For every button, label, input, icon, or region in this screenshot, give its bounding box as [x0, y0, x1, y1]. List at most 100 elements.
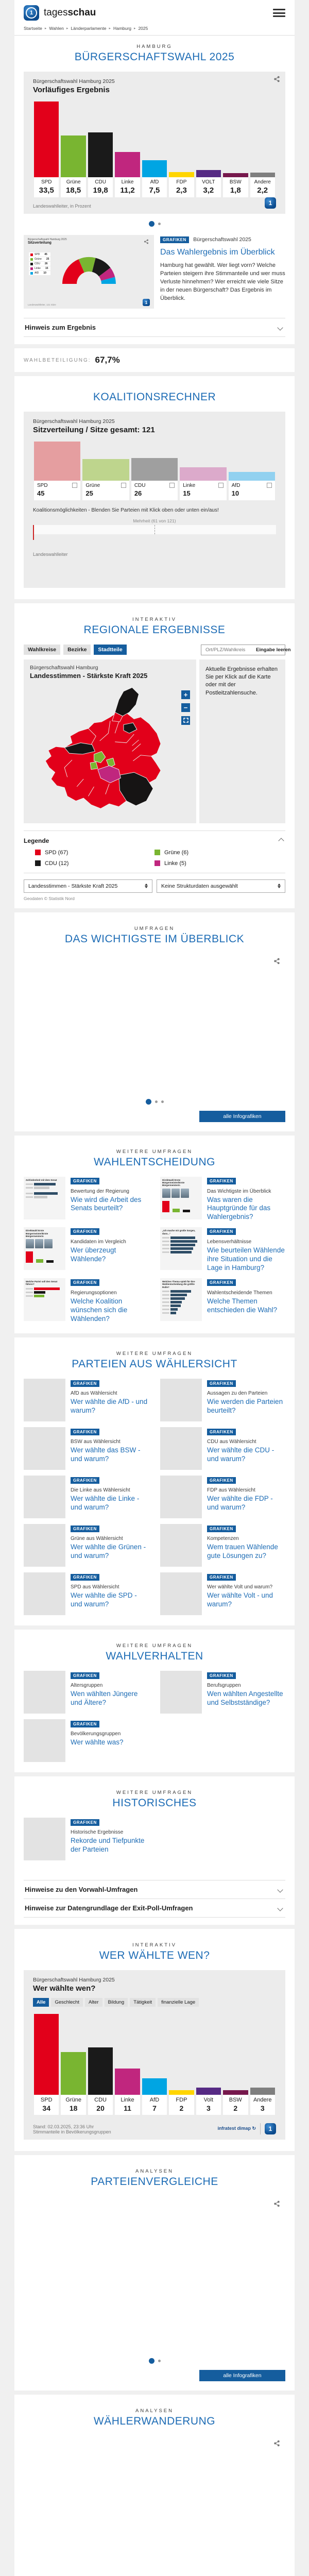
- breadcrumb-item[interactable]: Länderparlamente: [71, 26, 107, 31]
- party-checkbox[interactable]: [121, 483, 126, 488]
- bar-column[interactable]: BSW 2: [223, 2090, 248, 2115]
- breadcrumb-item[interactable]: Startseite: [24, 26, 42, 31]
- structure-data-select[interactable]: Keine Strukturdaten ausgewählt: [157, 879, 285, 893]
- tagesschau-logo[interactable]: 1 tagesschau: [24, 5, 96, 21]
- tab-geschlecht[interactable]: Geschlecht: [51, 1998, 83, 2007]
- teaser-card[interactable]: GRAFIKEN Wer wählte Volt und warum? Wer wä…: [160, 1572, 285, 1616]
- bar-column[interactable]: SPD 34: [34, 2014, 59, 2115]
- tab-alle[interactable]: Alle: [33, 1998, 49, 2007]
- teaser-card[interactable]: GRAFIKEN Altersgruppen Wen wählten Jüngere…: [24, 1671, 149, 1714]
- share-icon[interactable]: [273, 958, 280, 964]
- map-tab-stadtteile[interactable]: Stadtteile: [94, 645, 127, 655]
- teaser-headline[interactable]: Wer wählte das BSW - und warum?: [71, 1446, 141, 1463]
- carousel-dot[interactable]: [154, 1100, 158, 1103]
- koalition-bar-column[interactable]: SPD 45: [34, 442, 81, 500]
- teaser-headline[interactable]: Wer wählte Volt - und warum?: [207, 1591, 273, 1608]
- accordion-row[interactable]: Hinweise zu den Vorwahl-Umfragen: [24, 1880, 285, 1899]
- teaser-headline[interactable]: Das Wahlergebnis im Überblick: [160, 248, 275, 257]
- teaser-card[interactable]: Welches Thema spielt für Ihre Wahlentsch…: [160, 1278, 285, 1324]
- party-checkbox[interactable]: [72, 483, 78, 488]
- bar-column[interactable]: Andere 3: [250, 2088, 275, 2115]
- teaser-headline[interactable]: Wer wählte die CDU - und warum?: [207, 1446, 274, 1463]
- koalition-bar-column[interactable]: AfD 10: [228, 471, 276, 500]
- teaser-card[interactable]: Zufriedenheit mit dem Senat GRAFIKEN Bewer…: [24, 1176, 149, 1222]
- teaser-headline[interactable]: Wie werden die Parteien beurteilt?: [207, 1398, 283, 1415]
- teaser-card[interactable]: Welche Partei soll den Senat führen? GRAF…: [24, 1278, 149, 1324]
- teaser-headline[interactable]: Wen wählten Jüngere und Ältere?: [71, 1690, 138, 1707]
- teaser-headline[interactable]: Wer wählte die AfD - und warum?: [71, 1398, 148, 1415]
- tab-finanzielle-lage[interactable]: finanzielle Lage: [158, 1998, 199, 2007]
- teaser-headline[interactable]: Rekorde und Tiefpunkte der Parteien: [71, 1837, 145, 1854]
- bar-column[interactable]: Grüne 18,5: [61, 135, 86, 198]
- bar-column[interactable]: FDP 2,3: [169, 172, 194, 198]
- tab-alter[interactable]: Alter: [84, 1998, 102, 2007]
- bar-column[interactable]: Linke 11: [115, 2069, 140, 2115]
- teaser-headline[interactable]: Wie wird die Arbeit des Senats beurteilt…: [71, 1195, 142, 1212]
- teaser-headline[interactable]: Wen wählten Angestellte und Selbstständi…: [207, 1690, 283, 1707]
- teaser-card[interactable]: GRAFIKEN SPD aus Wählersicht Wer wählte di…: [24, 1572, 149, 1616]
- party-checkbox[interactable]: [267, 483, 272, 488]
- teaser-card[interactable]: GRAFIKEN Historische Ergebnisse Rekorde un…: [24, 1818, 149, 1861]
- bar-column[interactable]: CDU 20: [88, 2047, 113, 2115]
- hamburger-menu-icon[interactable]: [273, 9, 285, 17]
- bar-column[interactable]: CDU 19,8: [88, 132, 113, 198]
- carousel-dot[interactable]: [148, 221, 154, 227]
- teaser-headline[interactable]: Wem trauen Wählende gute Lösungen zu?: [207, 1543, 278, 1560]
- carousel-dot[interactable]: [148, 2358, 154, 2364]
- accordion-row[interactable]: Hinweise zur Datengrundlage der Exit-Pol…: [24, 1899, 285, 1918]
- teaser-headline[interactable]: Wer wählte die Grünen - und warum?: [71, 1543, 146, 1560]
- bar-column[interactable]: VOLT 3,2: [196, 170, 221, 198]
- teaser-card[interactable]: GRAFIKEN CDU aus Wählersicht Wer wählte di…: [160, 1427, 285, 1470]
- share-icon[interactable]: [273, 2200, 280, 2207]
- koalition-bar-column[interactable]: Linke 15: [180, 467, 227, 500]
- bar-column[interactable]: Andere 2,2: [250, 172, 275, 198]
- clear-input-button[interactable]: Eingabe leeren: [256, 647, 291, 653]
- breadcrumb-item[interactable]: 2025: [138, 26, 148, 31]
- teaser-card[interactable]: GRAFIKEN BSW aus Wählersicht Wer wählte da…: [24, 1427, 149, 1470]
- accordion-hinweis-ergebnis[interactable]: Hinweis zum Ergebnis: [24, 318, 285, 337]
- koalition-bar-column[interactable]: Grüne 25: [82, 459, 129, 500]
- teaser-card[interactable]: Direktwahl Erste Bürgermeister/Erste Bür…: [160, 1176, 285, 1222]
- teaser-headline[interactable]: Wer wählte was?: [71, 1738, 124, 1747]
- teaser-card[interactable]: GRAFIKEN Bevölkerungsgruppen Wer wählte wa…: [24, 1719, 149, 1762]
- bar-column[interactable]: Volt 3: [196, 2088, 221, 2115]
- bar-column[interactable]: AfD 7: [142, 2078, 167, 2115]
- koalition-bar-column[interactable]: CDU 26: [131, 458, 178, 500]
- teaser-headline[interactable]: Welche Themen entschieden die Wahl?: [207, 1297, 278, 1314]
- teaser-headline[interactable]: Wer wählte die SPD - und warum?: [71, 1591, 137, 1608]
- carousel-dot[interactable]: [145, 1098, 151, 1105]
- map-metric-select[interactable]: Landesstimmen - Stärkste Kraft 2025: [24, 879, 152, 893]
- teaser-headline[interactable]: Welche Koalition wünschen sich die Wähle…: [71, 1297, 128, 1323]
- teaser-card[interactable]: GRAFIKEN AfD aus Wählersicht Wer wählte di…: [24, 1379, 149, 1422]
- party-checkbox[interactable]: [169, 483, 175, 488]
- alle-infografiken-button[interactable]: alle Infografiken: [199, 2369, 285, 2381]
- map-tab-wahlkreise[interactable]: Wahlkreise: [24, 645, 61, 655]
- teaser-card[interactable]: GRAFIKEN FDP aus Wählersicht Wer wählte di…: [160, 1476, 285, 1519]
- fullscreen-button[interactable]: [181, 716, 190, 725]
- bar-column[interactable]: Grüne 18: [61, 2052, 86, 2115]
- zoom-in-button[interactable]: +: [181, 690, 190, 699]
- tab-bildung[interactable]: Bildung: [104, 1998, 128, 2007]
- carousel-dot[interactable]: [158, 2359, 161, 2362]
- teaser-headline[interactable]: Wer überzeugt Wählende?: [71, 1246, 116, 1263]
- teaser-card[interactable]: GRAFIKEN Berufsgruppen Wen wählten Angeste…: [160, 1671, 285, 1714]
- teaser-card[interactable]: Direktwahl Erste Bürgermeister/Erste Bür…: [24, 1227, 149, 1273]
- tab-tätigkeit[interactable]: Tätigkeit: [130, 1998, 156, 2007]
- share-icon[interactable]: [144, 239, 149, 244]
- teaser-headline[interactable]: Wer wählte die Linke - und warum?: [71, 1495, 140, 1512]
- overview-teaser[interactable]: Bürgerschaftswahl Hamburg 2025 Sitzverte…: [24, 235, 285, 309]
- teaser-headline[interactable]: Was waren die Hauptgründe für das Wahler…: [207, 1195, 271, 1221]
- bar-column[interactable]: FDP 2: [169, 2090, 194, 2115]
- chevron-up-icon[interactable]: [278, 837, 284, 844]
- alle-infografiken-button[interactable]: alle Infografiken: [199, 1110, 285, 1122]
- hamburg-map[interactable]: [38, 684, 182, 811]
- bar-column[interactable]: Linke 11,2: [115, 152, 140, 198]
- bar-column[interactable]: BSW 1,8: [223, 173, 248, 198]
- teaser-headline[interactable]: Wer wählte die FDP - und warum?: [207, 1495, 273, 1512]
- share-icon[interactable]: [273, 76, 280, 82]
- carousel-dot[interactable]: [161, 1100, 164, 1103]
- bar-column[interactable]: SPD 33,5: [34, 101, 59, 198]
- teaser-headline[interactable]: Wie beurteilen Wählende ihre Situation u…: [207, 1246, 285, 1272]
- teaser-card[interactable]: GRAFIKEN Die Linke aus Wählersicht Wer wäh…: [24, 1476, 149, 1519]
- teaser-card[interactable]: GRAFIKEN Kompetenzen Wem trauen Wählende g…: [160, 1524, 285, 1567]
